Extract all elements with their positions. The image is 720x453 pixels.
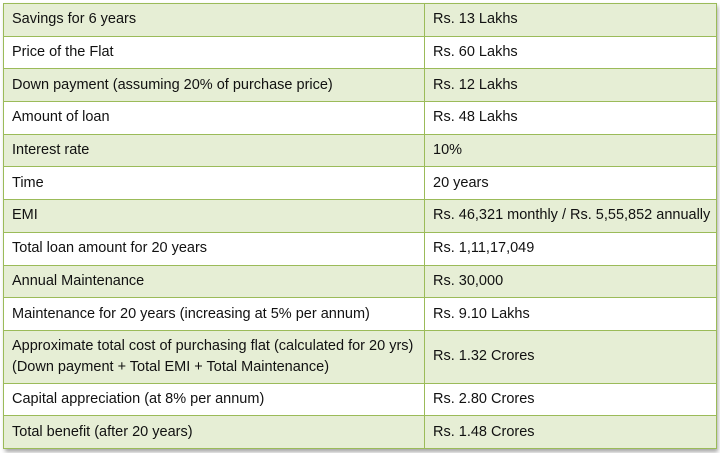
row-value-total-benefit: Rs. 1.48 Crores (424, 415, 717, 449)
label-line: Approximate total cost of purchasing fla… (12, 337, 414, 354)
row-value-annual-maintenance: Rs. 30,000 (424, 264, 717, 299)
table-row: Total loan amount for 20 years Rs. 1,11,… (3, 231, 717, 266)
row-value-emi: Rs. 46,321 monthly / Rs. 5,55,852 annual… (424, 199, 717, 233)
row-label-savings: Savings for 6 years (3, 3, 425, 37)
row-label-down-payment: Down payment (assuming 20% of purchase p… (3, 68, 425, 103)
row-label-total-cost: Approximate total cost of purchasing fla… (3, 329, 425, 384)
row-value-loan-amount: Rs. 48 Lakhs (424, 101, 717, 135)
label-line: Price of the Flat (12, 44, 114, 61)
label-line: Maintenance for 20 years (increasing at … (12, 305, 370, 322)
label-line: Capital appreciation (at 8% per annum) (12, 390, 265, 407)
table-row: Down payment (assuming 20% of purchase p… (3, 68, 717, 103)
label-line: EMI (12, 207, 38, 224)
table-row: Savings for 6 years Rs. 13 Lakhs (3, 3, 717, 37)
table-row: Maintenance for 20 years (increasing at … (3, 297, 717, 331)
table-row: Annual Maintenance Rs. 30,000 (3, 264, 717, 299)
table-row: Time 20 years (3, 166, 717, 201)
row-label-time: Time (3, 166, 425, 201)
table-row: Approximate total cost of purchasing fla… (3, 329, 717, 384)
label-line: Time (12, 174, 44, 191)
label-line: (Down payment + Total EMI + Total Mainte… (12, 358, 330, 375)
row-label-annual-maintenance: Annual Maintenance (3, 264, 425, 299)
row-value-capital-appreciation: Rs. 2.80 Crores (424, 382, 717, 417)
row-label-total-benefit: Total benefit (after 20 years) (3, 415, 425, 449)
row-label-capital-appreciation: Capital appreciation (at 8% per annum) (3, 382, 425, 417)
table-body: Savings for 6 years Rs. 13 Lakhs Price o… (3, 3, 717, 449)
row-label-price: Price of the Flat (3, 35, 425, 70)
row-label-loan-amount: Amount of loan (3, 101, 425, 135)
table-row: EMI Rs. 46,321 monthly / Rs. 5,55,852 an… (3, 199, 717, 233)
label-line: Total loan amount for 20 years (12, 240, 208, 257)
row-value-total-loan: Rs. 1,11,17,049 (424, 231, 717, 266)
row-label-maintenance-20y: Maintenance for 20 years (increasing at … (3, 297, 425, 331)
label-line: Interest rate (12, 142, 90, 159)
row-value-interest-rate: 10% (424, 133, 717, 168)
row-value-total-cost: Rs. 1.32 Crores (424, 329, 717, 384)
row-value-savings: Rs. 13 Lakhs (424, 3, 717, 37)
row-label-total-loan: Total loan amount for 20 years (3, 231, 425, 266)
table-row: Capital appreciation (at 8% per annum) R… (3, 382, 717, 417)
row-label-emi: EMI (3, 199, 425, 233)
table-row: Amount of loan Rs. 48 Lakhs (3, 101, 717, 135)
row-value-maintenance-20y: Rs. 9.10 Lakhs (424, 297, 717, 331)
table-row: Price of the Flat Rs. 60 Lakhs (3, 35, 717, 70)
label-line: Savings for 6 years (12, 11, 137, 28)
row-value-time: 20 years (424, 166, 717, 201)
row-value-price: Rs. 60 Lakhs (424, 35, 717, 70)
label-line: Down payment (assuming 20% of purchase p… (12, 76, 333, 93)
label-line: Annual Maintenance (12, 272, 145, 289)
table-row: Interest rate 10% (3, 133, 717, 168)
table-frame: Savings for 6 years Rs. 13 Lakhs Price o… (3, 3, 717, 449)
row-label-interest-rate: Interest rate (3, 133, 425, 168)
label-line: Total benefit (after 20 years) (12, 423, 193, 440)
row-value-down-payment: Rs. 12 Lakhs (424, 68, 717, 103)
table-row: Total benefit (after 20 years) Rs. 1.48 … (3, 415, 717, 449)
flat-purchase-cost-table: Savings for 6 years Rs. 13 Lakhs Price o… (3, 3, 717, 449)
label-line: Amount of loan (12, 109, 110, 126)
